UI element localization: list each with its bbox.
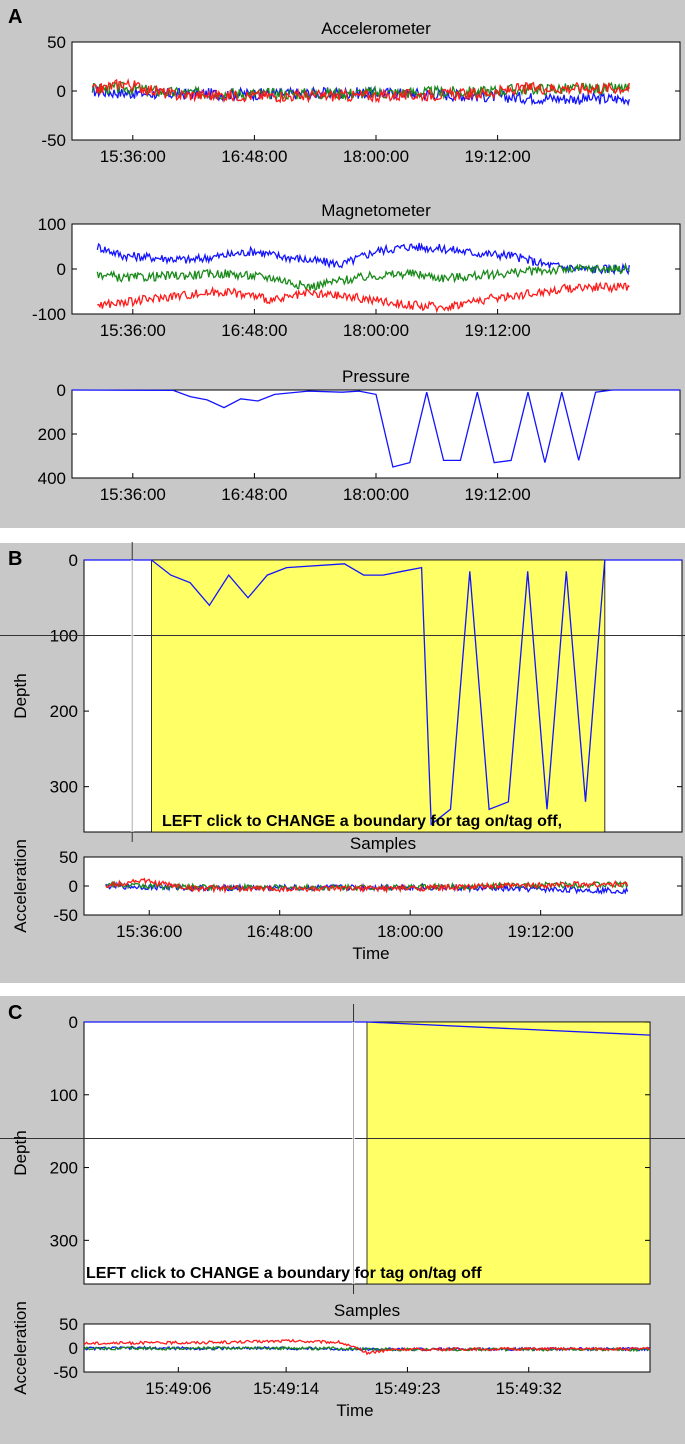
x-tick-label: 15:49:06 [145,1379,211,1398]
y-tick-label: 0 [69,1013,78,1032]
y-tick-label: 50 [47,33,66,52]
tag-on-region [366,1021,651,1285]
series-line-blue [83,1345,651,1352]
y-tick-label: 200 [50,702,78,721]
x-tick-label: 18:00:00 [343,321,409,340]
x-tick-label: 16:48:00 [221,321,287,340]
y-tick-label: 50 [59,1315,78,1334]
y-tick-label: -100 [32,305,66,324]
x-tick-label: 15:36:00 [100,147,166,166]
y-tick-label: 0 [57,260,66,279]
x-tick-label: 15:49:23 [374,1379,440,1398]
x-tick-label: 18:00:00 [343,147,409,166]
chart-title: Samples [334,1301,400,1320]
y-axis-label: Acceleration [11,839,30,933]
y-tick-label: 400 [38,469,66,488]
series-line-red [83,1338,651,1356]
x-tick-label: 16:48:00 [221,147,287,166]
panel-label-a: A [8,6,23,28]
y-tick-label: 200 [50,1159,78,1178]
x-tick-label: 16:48:00 [221,485,287,504]
y-tick-label: 50 [59,848,78,867]
instruction-annotation: LEFT click to CHANGE a boundary for tag … [86,1265,482,1282]
chart-title: Samples [350,834,416,853]
y-tick-label: 0 [57,381,66,400]
x-tick-label: 15:36:00 [116,922,182,941]
series-line-red [91,78,630,104]
y-axis-label: Depth [11,673,30,718]
x-tick-label: 15:49:32 [496,1379,562,1398]
panel-label-c: C [8,1002,23,1024]
y-axis-label: Depth [11,1130,30,1175]
series-line-blue [71,389,680,468]
chart-magnetometer: Magnetometer 100 0 -100 15:36:00 16:48:00 18:0… [32,201,681,340]
x-tick-label: 18:00:00 [377,922,443,941]
x-tick-label: 19:12:00 [465,147,531,166]
instruction-annotation: LEFT click to CHANGE a boundary for tag … [162,813,562,830]
x-tick-label: 19:12:00 [465,321,531,340]
series-line-red [105,877,629,894]
series-line-blue [96,242,630,276]
y-tick-label: 0 [69,877,78,896]
y-tick-label: -50 [53,906,78,925]
chart-accelerometer: Accelerometer 50 0 -50 15:36:00 16:48:00 18:00… [41,19,681,166]
chart-depth_c: 0 100 200 300 LEFT click to CHANGE a boundar… [0,1004,685,1294]
x-tick-label: 19:12:00 [508,922,574,941]
x-tick-label: 19:12:00 [465,485,531,504]
y-tick-label: 100 [38,215,66,234]
x-axis-label: Time [352,944,389,963]
y-tick-label: 200 [38,425,66,444]
tag-on-region [151,559,606,833]
y-tick-label: 100 [50,1086,78,1105]
chart-pressure: Pressure 0 200 400 15:36:00 16:48:00 18:00:00 1… [38,367,681,504]
panel-label-b: B [8,548,23,570]
y-tick-label: 300 [50,1231,78,1250]
y-tick-label: 0 [69,1339,78,1358]
y-tick-label: 0 [69,551,78,570]
series-line-blue [84,1021,651,1036]
x-tick-label: 15:49:14 [253,1379,319,1398]
chart-title: Magnetometer [321,201,431,220]
chart-accel_b: Samples 50 0 -50 15:36:00 16:48:00 18:00:00 19:… [11,834,683,963]
chart-title: Pressure [342,367,410,386]
y-axis-label: Acceleration [11,1301,30,1395]
chart-title: Accelerometer [321,19,431,38]
y-tick-label: 0 [57,82,66,101]
y-tick-label: -50 [41,131,66,150]
y-tick-label: -50 [53,1363,78,1382]
x-tick-label: 18:00:00 [343,485,409,504]
x-tick-label: 16:48:00 [247,922,313,941]
x-tick-label: 15:36:00 [100,321,166,340]
plot-area [71,389,681,479]
series-line-green [96,262,630,292]
series-line-blue [84,559,682,826]
x-tick-label: 15:36:00 [100,485,166,504]
x-axis-label: Time [336,1401,373,1420]
y-tick-label: 300 [50,778,78,797]
series-line-red [97,281,630,314]
chart-accel_c: Samples 50 0 -50 15:49:06 15:49:14 15:49:23 15:… [11,1301,651,1420]
